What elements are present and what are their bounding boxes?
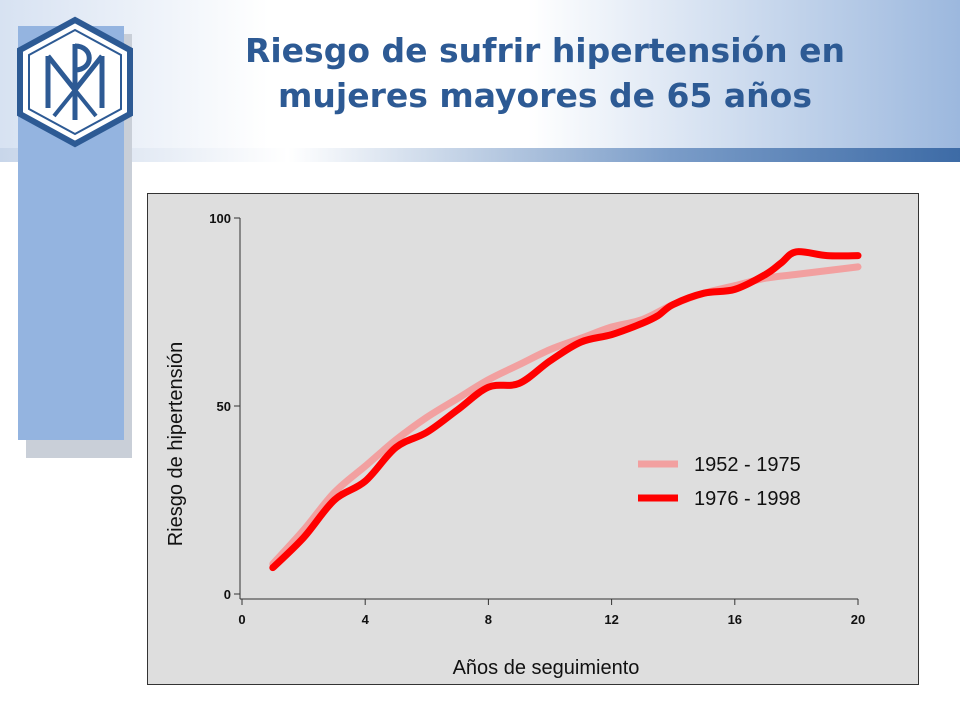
x-tick-label: 16 [728, 612, 742, 627]
x-tick-label: 12 [604, 612, 618, 627]
y-tick-label: 100 [209, 211, 231, 226]
x-tick-label: 4 [362, 612, 370, 627]
legend-label-1: 1952 - 1975 [694, 454, 801, 476]
x-tick-label: 0 [238, 612, 245, 627]
header-divider [0, 148, 960, 162]
chart-panel: 0 50 100 0 4 8 12 16 20 Riesgo de hipertensión … [147, 193, 919, 685]
slide-title: Riesgo de sufrir hipertensión en mujeres… [244, 31, 846, 115]
x-tick-label: 20 [851, 612, 865, 627]
y-axis-title: Riesgo de hipertensión [165, 342, 187, 547]
series-line-2 [269, 248, 862, 572]
legend-label-2: 1976 - 1998 [694, 488, 801, 510]
header-band [0, 0, 960, 148]
y-tick-label: 50 [217, 399, 231, 414]
y-tick-label: 0 [224, 587, 231, 602]
series-line-1 [269, 263, 862, 568]
x-tick-label: 8 [485, 612, 492, 627]
chi-rho-monogram-icon [17, 16, 133, 148]
x-axis-title: Años de seguimiento [453, 657, 640, 679]
